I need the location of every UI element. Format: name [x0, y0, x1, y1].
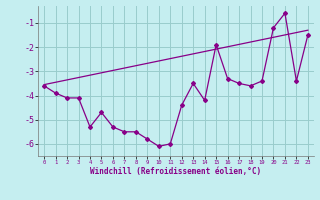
X-axis label: Windchill (Refroidissement éolien,°C): Windchill (Refroidissement éolien,°C)	[91, 167, 261, 176]
